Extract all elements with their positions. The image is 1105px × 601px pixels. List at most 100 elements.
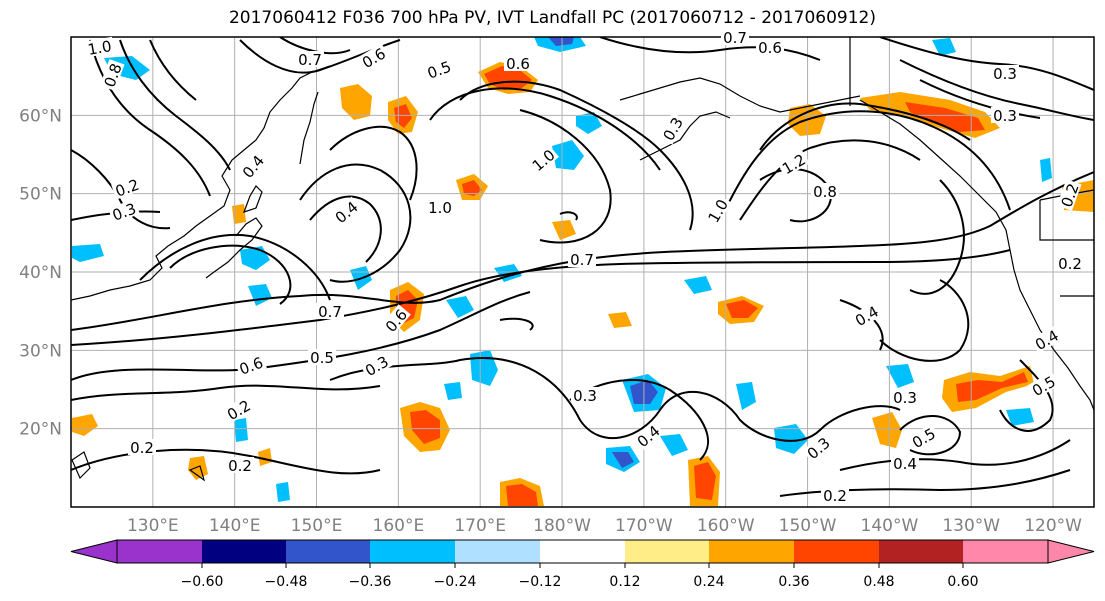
colorbar-segment [709,540,794,563]
colorbar-tick-label: 0.60 [947,574,978,590]
contour-label: 0.7 [298,51,322,69]
latitude-labels: 60°N 50°N 40°N 30°N 20°N [19,106,62,439]
contour-label-bg [111,174,143,200]
contour-label-bg [721,29,749,45]
contour-label-bg [1056,179,1082,211]
colorbar-tick-label: −0.48 [265,574,308,590]
colorbar-segment [625,540,709,563]
contour-label-bg [1027,371,1060,400]
contour-label: 0.2 [1058,255,1082,273]
contour-label-bg [756,39,784,55]
contour-label-bg [802,432,834,463]
colorbar [70,539,1095,564]
contour-label: 0.8 [813,183,837,201]
latitude-label: 50°N [19,185,62,205]
contour-label: 0.5 [310,349,334,367]
longitude-label: 150°W [779,516,837,536]
contour-labels: 1.00.7 0.6 0.5 0.61.00.70.60.30.81.20.81.00… [84,29,1084,505]
colorbar-frame [116,539,1049,564]
colorbar-tick-label: −0.60 [181,574,224,590]
contour-label-bg [235,352,267,378]
longitude-label: 180°W [533,516,591,536]
contour-label-bg [128,439,156,455]
contour-label-bg [891,455,919,471]
map-title: 2017060412 F036 700 hPa PV, IVT Landfall… [228,8,876,28]
latitude-label: 40°N [19,263,62,283]
latitude-label: 30°N [19,341,62,361]
longitude-label: 150°E [291,516,343,536]
contour-label: 0.3 [993,107,1017,125]
contour-label: 0.3 [573,387,597,405]
contour-label-bg [99,59,125,91]
contour-label-bg [907,423,940,452]
latitude-label: 20°N [19,420,62,440]
contour-label-bg [423,56,455,82]
colorbar-segment [879,540,963,563]
longitude-label: 130°W [942,516,1000,536]
contour-label: 0.3 [893,389,917,407]
contour-label-bg [504,55,532,71]
contour-label: 0.6 [758,39,782,57]
contour-label-bg [357,43,390,72]
contour-label-bg [316,303,344,319]
colorbar-segment [455,540,540,563]
longitude-label: 170°E [454,516,506,536]
contour-label: 0.3 [993,65,1017,83]
longitude-label: 160°E [373,516,425,536]
longitude-label: 170°W [615,516,673,536]
contour-label-bg [850,301,883,330]
contour-label-bg [821,487,849,503]
contour-label: 0.7 [318,303,342,321]
contour-label-bg [568,251,596,267]
contour-label-bg [1056,255,1084,271]
longitude-label: 120°W [1024,516,1082,536]
colorbar-segment [202,540,286,563]
contour-label-bg [1030,325,1063,354]
contour-label-bg [703,194,732,227]
contour-label-bg [330,196,362,227]
longitude-label: 130°E [127,516,179,536]
colorbar-tick-label: 0.12 [609,574,640,590]
contour-label-bg [222,395,255,424]
contour-label: 0.2 [130,439,154,457]
contour-label: 0.2 [228,457,252,475]
colorbar-segment [117,540,202,563]
contour-label-bg [632,420,664,451]
contour-label: 1.0 [428,199,452,217]
contour-label: 0.6 [506,55,530,73]
contour-label-bg [777,149,810,178]
colorbar-tick-label: 0.48 [863,574,894,590]
contour-label-bg [380,304,411,336]
colorbar-tick-label: 0.36 [778,574,809,590]
longitude-label: 160°W [697,516,755,536]
contour-label-bg [991,65,1019,81]
colorbar-segment [540,540,625,563]
longitude-label: 140°W [861,516,919,536]
colorbar-tick-label: −0.12 [519,574,562,590]
colorbar-min-extend [70,539,118,564]
latitude-label: 60°N [19,106,62,126]
contour-label-bg [108,198,140,224]
colorbar-max-extend [1047,539,1095,564]
colorbar-segment [286,540,370,563]
contour-label-bg [360,351,393,380]
contour-label-bg [571,387,599,403]
contour-label-bg [226,457,254,473]
contour-label-bg [308,349,336,365]
colorbar-labels: −0.60 −0.48 −0.36 −0.24 −0.12 0.12 0.24 0.36 0.4… [181,563,979,590]
colorbar-tick-label: −0.36 [349,574,392,590]
contour-label-bg [527,144,559,175]
contour-label-bg [296,51,324,67]
colorbar-segment [370,540,455,563]
contour-label-bg [426,199,454,215]
colorbar-tick-label: −0.24 [434,574,477,590]
contour-label: 0.4 [893,455,917,473]
longitude-labels: 130°E 140°E 150°E 160°E 170°E 180°W 170°W 160°W… [127,516,1082,536]
longitude-label: 140°E [209,516,261,536]
colorbar-tick-label: 0.24 [693,574,724,590]
contour-label-bg [891,389,919,405]
contour-label: 0.7 [570,251,594,269]
contour-label-bg [237,150,268,182]
contour-label-bg [84,36,115,58]
